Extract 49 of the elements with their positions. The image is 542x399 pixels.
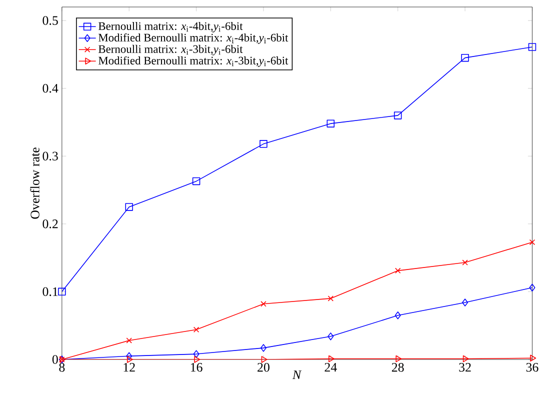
point xyxy=(394,311,401,320)
point xyxy=(394,268,401,274)
point xyxy=(529,239,536,245)
x-tick-label: 16 xyxy=(190,362,202,372)
point xyxy=(462,355,469,362)
y-tick-label: 0.2 xyxy=(42,219,58,228)
point xyxy=(260,344,266,352)
point xyxy=(461,54,469,62)
point xyxy=(328,332,334,340)
point xyxy=(529,284,536,292)
point xyxy=(194,356,200,363)
x-tick-label: 24 xyxy=(324,362,337,372)
legend-label: Bernoulli matrix: x$_{i}$-3bit,y$_{i}$-6bit xyxy=(98,44,243,56)
x-tick-label: 12 xyxy=(124,362,135,372)
point xyxy=(126,337,132,344)
point xyxy=(326,119,335,128)
point xyxy=(462,259,468,266)
x-tick-label: 32 xyxy=(459,362,471,372)
y-tick-label: 0.3 xyxy=(42,152,58,160)
point xyxy=(260,140,268,148)
point xyxy=(396,355,402,362)
x-tick-label: 36 xyxy=(526,362,538,372)
point xyxy=(462,298,468,306)
point xyxy=(192,177,200,185)
point xyxy=(261,356,268,363)
point xyxy=(328,355,335,362)
point xyxy=(126,356,133,363)
point xyxy=(528,42,536,51)
point xyxy=(125,202,133,211)
y-axis-title: Overflow rate xyxy=(30,147,40,219)
point xyxy=(58,288,66,296)
point xyxy=(126,352,132,360)
x-axis-title: N xyxy=(292,370,302,379)
point xyxy=(530,354,536,362)
legend-label: Bernoulli matrix: x$_{i}$-4bit,y$_{i}$-6bit xyxy=(98,22,243,32)
x-tick-label: 28 xyxy=(392,362,404,372)
x-tick-label: 20 xyxy=(258,362,270,372)
y-tick-label: 0.5 xyxy=(42,16,58,25)
x-tick-label: 8 xyxy=(59,362,65,372)
legend-label: Modified Bernoulli matrix: x$_{i}$-4bit,y$_{i}$-6bit xyxy=(98,33,288,44)
point xyxy=(394,111,402,120)
y-tick-label: 0.4 xyxy=(42,84,58,93)
point xyxy=(193,326,200,332)
point xyxy=(260,300,266,307)
y-tick-label: 0.1 xyxy=(42,287,58,296)
point xyxy=(193,350,200,358)
point xyxy=(328,295,334,302)
legend-label: Modified Bernoulli matrix: x$_{i}$-3bit,y$_{i}$-6bit xyxy=(98,56,288,67)
y-tick-label: 0 xyxy=(52,354,58,364)
